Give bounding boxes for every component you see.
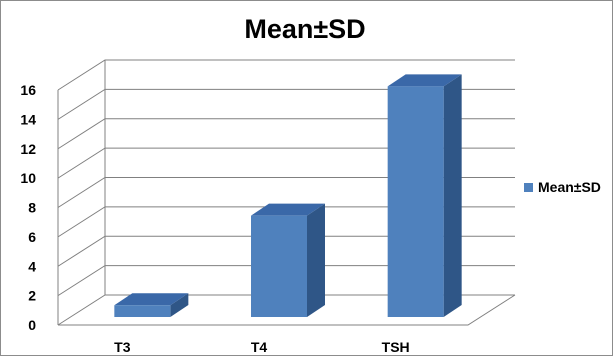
y-tick-label: 6 [28, 229, 36, 245]
bar-top [251, 203, 325, 216]
legend: Mean±SD [524, 179, 601, 195]
gridlines [57, 59, 516, 326]
y-tick-label: 10 [20, 170, 36, 186]
y-tick-label: 8 [28, 200, 36, 216]
y-tick-label: 14 [20, 111, 36, 127]
bar-side [443, 74, 462, 317]
chart-title: Mean±SD [244, 14, 365, 44]
bars [114, 74, 462, 317]
y-tick-label: 12 [20, 141, 36, 157]
y-tick-label: 2 [28, 288, 36, 304]
bar-front [251, 215, 307, 317]
x-tick-label: T3 [114, 339, 131, 355]
legend-label: Mean±SD [538, 179, 601, 195]
bar-side [307, 203, 325, 317]
bar [251, 203, 325, 317]
floor-edge [58, 294, 516, 326]
y-tick-label: 0 [28, 317, 36, 333]
bar-front [387, 86, 444, 317]
bar-top [114, 293, 189, 306]
y-tick-label: 4 [28, 258, 36, 274]
x-tick-label: T4 [251, 339, 268, 355]
bar-top [387, 74, 462, 87]
x-axis: T3 T4 TSH [114, 339, 410, 355]
y-tick-label: 16 [20, 82, 36, 98]
bar-side [170, 293, 189, 317]
bar [387, 74, 462, 317]
bar-front [114, 305, 171, 317]
y-axis: 0 2 4 6 8 10 12 14 16 [20, 82, 59, 333]
bar [114, 293, 189, 317]
legend-swatch [524, 183, 533, 192]
x-tick-label: TSH [382, 339, 410, 355]
